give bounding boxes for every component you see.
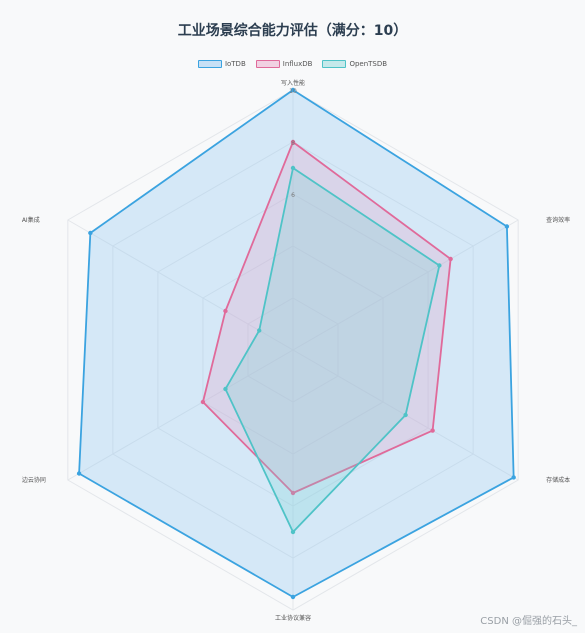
data-point-opentsdb-4 [290, 529, 296, 535]
grid-spoke-2 [292, 219, 519, 351]
grid-spoke-6 [67, 219, 294, 351]
data-point-opentsdb-3 [403, 412, 408, 418]
data-point-iotdb-1 [290, 87, 296, 93]
legend: IoTDB InfluxDB OpenTSDB [0, 60, 585, 68]
data-point-opentsdb-6 [257, 328, 262, 333]
chart-title: 工业场景综合能力评估（满分：10） [177, 23, 408, 39]
legend-label-opentsdb: OpenTSDB [349, 60, 388, 68]
axis-label-1: 写入性能 [281, 79, 305, 87]
data-point-opentsdb-2 [437, 263, 442, 268]
legend-item-influxdb[interactable]: InfluxDB [255, 60, 313, 68]
data-point-opentsdb-5 [223, 386, 228, 392]
data-point-influxdb-1 [290, 139, 296, 145]
data-point-iotdb-6 [88, 230, 93, 236]
data-point-influxdb-6 [223, 308, 228, 314]
tick-label-6: 6 [291, 192, 295, 199]
axis-label-4: 工业协议兼容 [275, 614, 311, 622]
data-point-iotdb-5 [76, 471, 82, 476]
legend-item-iotdb[interactable]: IoTDB [197, 60, 246, 68]
legend-label-influxdb: InfluxDB [282, 60, 313, 68]
legend-swatch-influxdb [255, 60, 280, 68]
legend-swatch-opentsdb [322, 60, 347, 68]
axis-label-6: AI集成 [22, 216, 40, 224]
data-point-iotdb-3 [511, 475, 516, 480]
legend-item-opentsdb[interactable]: OpenTSDB [322, 60, 387, 68]
grid-spoke-5 [67, 349, 294, 481]
watermark: CSDN @倔强的石头_ [480, 616, 577, 627]
data-point-iotdb-4 [290, 594, 296, 600]
data-point-iotdb-2 [504, 224, 510, 229]
axis-label-3: 存储成本 [546, 476, 570, 484]
axis-label-2: 查询效率 [546, 216, 570, 224]
legend-label-iotdb: IoTDB [224, 60, 246, 68]
tick-label-10: 10 [289, 88, 297, 95]
data-point-influxdb-5 [200, 399, 206, 405]
data-point-influxdb-3 [430, 428, 435, 433]
data-point-influxdb-2 [448, 256, 453, 262]
legend-swatch-iotdb [197, 60, 222, 68]
axis-label-5: 边云协同 [22, 476, 46, 484]
tick-label-8: 8 [291, 140, 295, 147]
data-point-influxdb-4 [290, 490, 296, 496]
data-point-opentsdb-1 [290, 165, 296, 171]
